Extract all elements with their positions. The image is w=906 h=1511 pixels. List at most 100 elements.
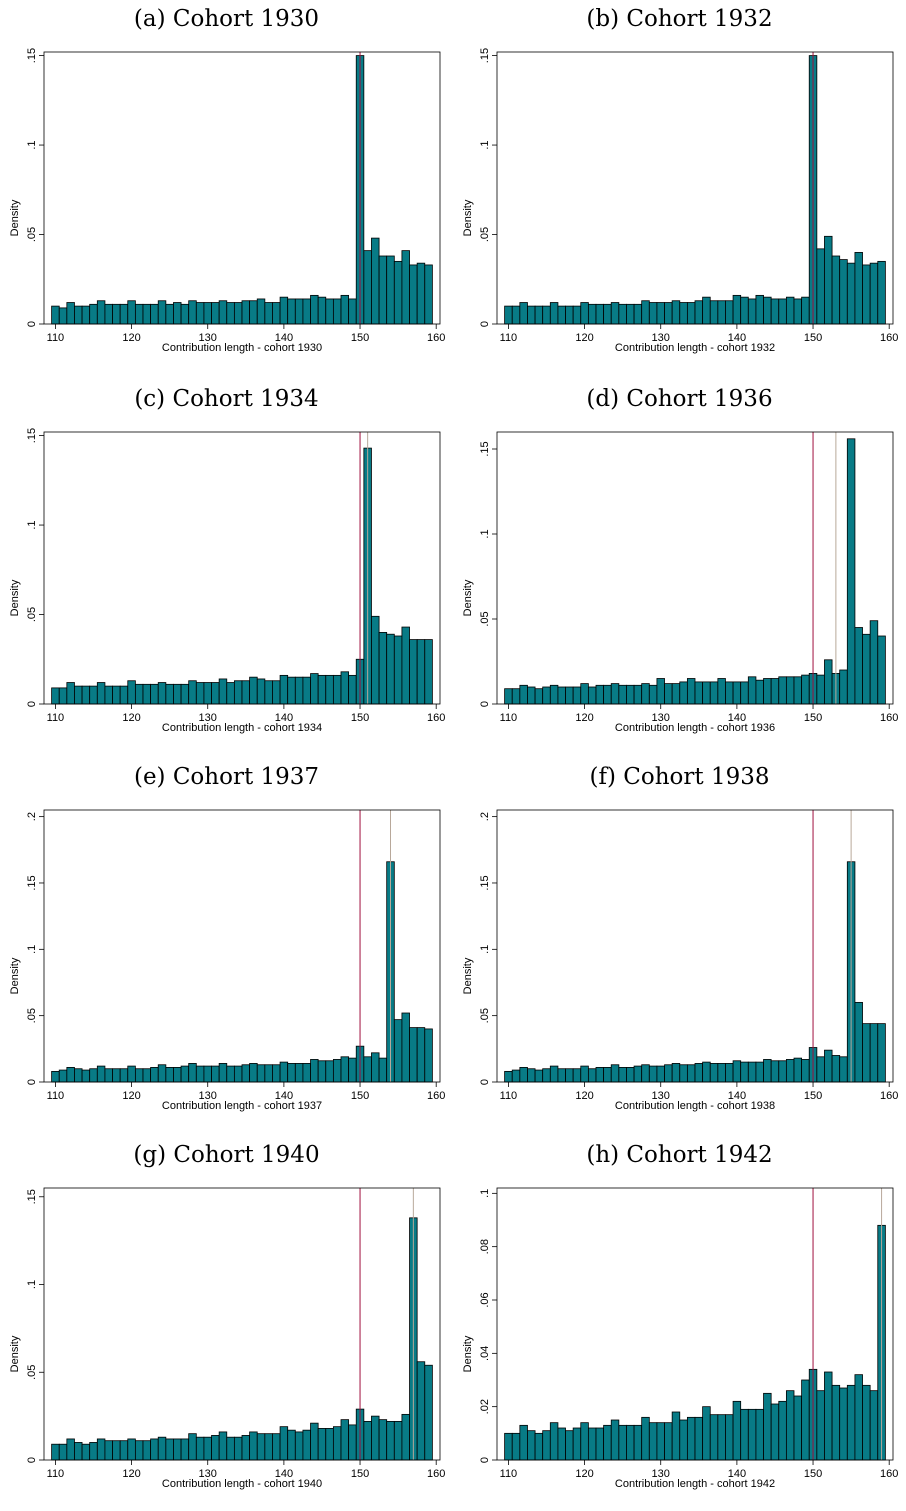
x-tick-label: 120 <box>575 712 593 724</box>
histogram-bar <box>877 1023 886 1083</box>
histogram-chart: 0 .05 .1 .15 .2 110 120 130 140 150 160 Contributio… <box>9 809 445 1112</box>
histogram-bar <box>302 1429 311 1461</box>
histogram-bar <box>348 1424 357 1461</box>
histogram-bar <box>740 1408 749 1461</box>
histogram-bar <box>371 1415 380 1461</box>
y-tick-label: 0 <box>479 1457 491 1463</box>
histogram-bar <box>302 676 311 705</box>
histogram-bar <box>332 674 342 705</box>
histogram-bar <box>534 1432 544 1461</box>
x-tick-label: 110 <box>47 1090 65 1102</box>
histogram-bar <box>702 296 711 325</box>
y-tick-label: .02 <box>479 1399 491 1414</box>
histogram-bar <box>763 678 772 705</box>
histogram-bar <box>233 1436 243 1461</box>
x-axis-label: Contribution length - cohort 1936 <box>615 722 775 734</box>
histogram-bar <box>610 302 620 325</box>
histogram-bar <box>626 1424 635 1461</box>
histogram-bar <box>279 1061 289 1083</box>
y-tick-label: .15 <box>26 1189 38 1204</box>
panel-f: (f) Cohort 1938 0 .05 .1 .15 .2 110 120 130 140 1… <box>453 758 906 1133</box>
histogram-bar <box>165 683 174 705</box>
histogram-bar <box>233 302 243 325</box>
histogram-bar <box>279 296 289 325</box>
histogram-bar <box>203 682 212 705</box>
histogram-bar <box>81 305 91 325</box>
histogram-bar <box>81 685 91 705</box>
histogram-bar <box>332 1426 342 1461</box>
histogram-bar <box>66 1438 75 1461</box>
histogram-bar <box>641 1416 650 1461</box>
x-tick-label: 110 <box>47 332 65 344</box>
histogram-bar <box>763 296 772 325</box>
histogram-bar <box>648 302 658 325</box>
histogram-bar <box>763 1392 772 1461</box>
histogram-bar <box>134 303 144 325</box>
histogram-bar <box>618 1424 627 1461</box>
histogram-bar <box>557 686 566 705</box>
histogram-chart: 0 .05 .1 .15 110 120 130 140 150 160 Contribution … <box>462 431 898 734</box>
histogram-bar <box>393 1019 403 1083</box>
histogram-bar <box>371 237 380 325</box>
histogram-bar <box>725 1414 734 1461</box>
histogram-bar <box>732 681 742 705</box>
histogram-bar <box>595 303 605 325</box>
x-tick-label: 150 <box>351 332 369 344</box>
histogram-bar <box>142 1068 152 1083</box>
histogram-bar <box>595 1427 605 1461</box>
histogram-bar <box>686 1064 696 1083</box>
histogram-bar <box>249 300 258 325</box>
histogram-bar <box>679 681 688 705</box>
histogram-bar <box>363 250 372 325</box>
histogram-bar <box>549 684 559 705</box>
histogram-bar <box>648 1065 658 1083</box>
histogram-bar <box>112 1440 121 1461</box>
histogram-bar <box>702 681 711 705</box>
y-tick-label: .1 <box>26 1280 38 1289</box>
histogram-bar <box>839 1387 848 1461</box>
histogram-bar <box>694 1416 704 1461</box>
x-axis-label: Contribution length - cohort 1932 <box>615 342 775 354</box>
panel-title: (a) Cohort 1930 <box>133 6 320 32</box>
histogram-bar <box>218 678 228 705</box>
histogram-bar <box>793 1057 803 1083</box>
histogram-bar <box>824 235 833 325</box>
histogram-bar <box>127 680 136 705</box>
histogram-bar <box>142 1440 152 1461</box>
y-tick-label: .1 <box>479 1189 491 1198</box>
histogram-bar <box>816 1390 825 1461</box>
y-tick-label: 0 <box>26 321 38 327</box>
panel-title: (f) Cohort 1938 <box>589 764 770 790</box>
y-tick-label: 0 <box>26 701 38 707</box>
histogram-bar <box>180 1065 190 1083</box>
histogram-bar <box>371 615 380 705</box>
histogram-bar <box>633 1424 643 1461</box>
histogram-bar <box>401 1012 410 1083</box>
plot-frame <box>496 51 894 325</box>
x-tick-label: 140 <box>728 332 746 344</box>
histogram-bar <box>504 1432 513 1461</box>
histogram-bar <box>641 300 650 325</box>
histogram-bar <box>854 1001 863 1083</box>
histogram-bar <box>549 302 559 325</box>
histogram-bar <box>165 1438 174 1461</box>
histogram-bar <box>565 305 574 325</box>
histogram-bar <box>203 1065 212 1083</box>
panel-a: (a) Cohort 1930 0 .05 .1 .15 110 120 130 140 150… <box>0 0 453 375</box>
histogram-bar <box>587 1068 597 1083</box>
histogram-bar <box>725 300 734 325</box>
histogram-bar <box>801 296 810 325</box>
histogram-bar <box>150 303 159 325</box>
histogram-bar <box>877 260 886 325</box>
y-tick-label: .05 <box>479 611 491 626</box>
histogram-bar <box>641 683 650 705</box>
histogram-bar <box>747 1061 757 1083</box>
histogram-bar <box>763 1059 772 1083</box>
histogram-bar <box>679 1419 688 1461</box>
histogram-bar <box>340 1419 350 1461</box>
x-tick-label: 110 <box>47 1468 65 1480</box>
histogram-bar <box>81 1069 91 1083</box>
histogram-bar <box>287 676 296 705</box>
y-tick-label: .05 <box>479 227 491 242</box>
histogram-bar <box>74 1068 83 1083</box>
